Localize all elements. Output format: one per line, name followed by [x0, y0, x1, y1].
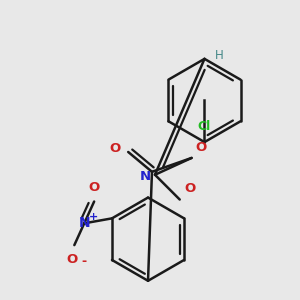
Text: Cl: Cl: [198, 120, 211, 133]
Text: O: O: [88, 181, 100, 194]
Text: -: -: [82, 255, 87, 268]
Text: N: N: [78, 216, 90, 230]
Text: +: +: [88, 212, 98, 222]
Text: N: N: [140, 170, 151, 183]
Text: O: O: [185, 182, 196, 195]
Text: O: O: [196, 141, 207, 154]
Text: O: O: [67, 253, 78, 266]
Text: H: H: [214, 50, 223, 62]
Text: O: O: [109, 142, 120, 154]
